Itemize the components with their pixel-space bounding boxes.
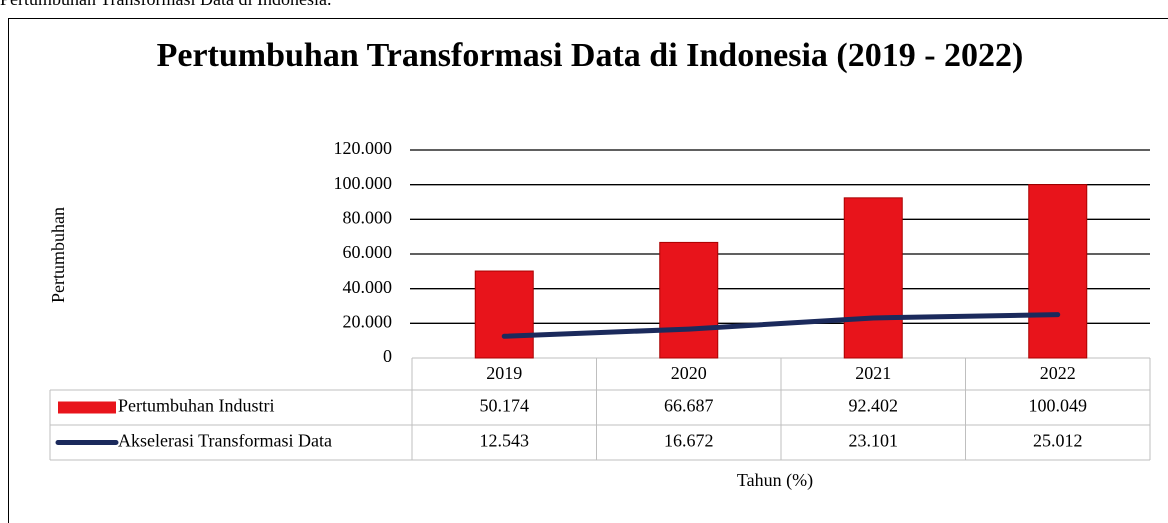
x-axis-label: Tahun (%) [737,470,813,491]
y-tick-label: 120.000 [334,138,393,158]
y-tick-label: 0 [383,346,392,366]
legend-label: Pertumbuhan Industri [118,396,274,416]
table-value: 66.687 [664,396,714,416]
table-value: 92.402 [849,396,899,416]
y-tick-label: 60.000 [343,242,393,262]
y-tick-label: 80.000 [343,207,393,227]
table-value: 12.543 [480,431,530,451]
legend-key [58,401,116,414]
bar [1028,184,1088,359]
line [501,312,1061,339]
bar [659,241,719,359]
table-value: 50.174 [480,396,530,416]
table-value: 100.049 [1029,396,1088,416]
bar [474,270,534,359]
x-tick-label: 2021 [855,363,891,383]
chart-border [8,18,1168,523]
table-value: 23.101 [849,431,899,451]
caption: Pertumbuhan Transformasi Data di Indones… [0,0,331,10]
y-axis-label: Pertumbuhan [48,207,68,303]
chart-title: Pertumbuhan Transformasi Data di Indones… [156,37,1024,74]
y-tick-label: 20.000 [343,311,393,331]
bar [843,197,903,359]
y-tick-label: 40.000 [343,277,393,297]
legend-label: Akselerasi Transformasi Data [118,431,332,451]
table-value: 16.672 [664,431,714,451]
y-tick-label: 100.000 [334,173,393,193]
x-tick-label: 2020 [671,363,707,383]
table-value: 25.012 [1033,431,1083,451]
x-tick-label: 2022 [1040,363,1076,383]
x-tick-label: 2019 [486,363,522,383]
